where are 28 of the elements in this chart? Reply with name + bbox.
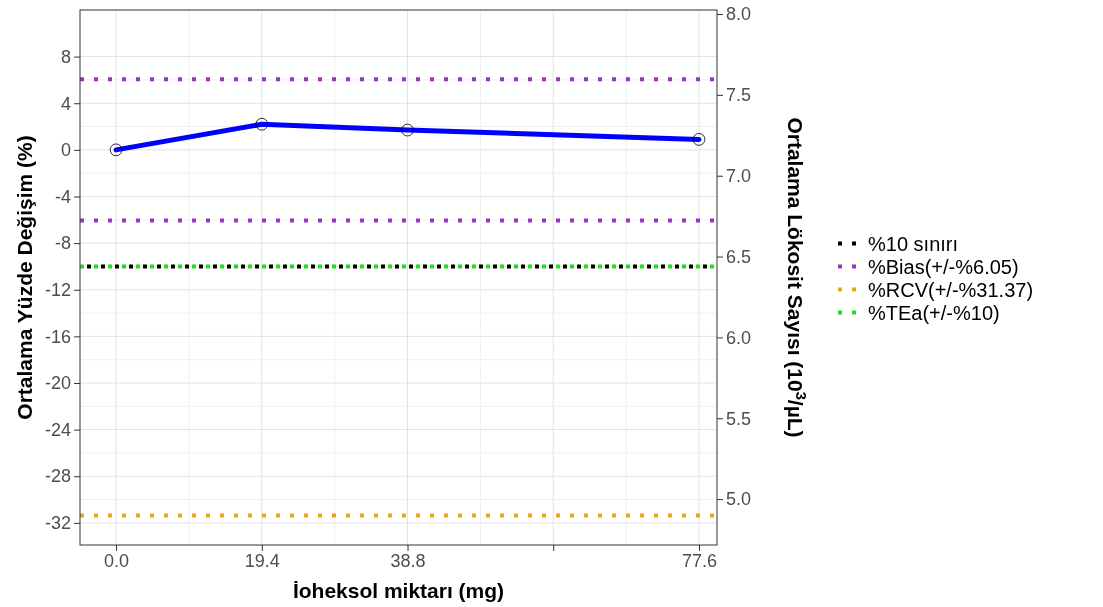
y2-tick-label: 5.5 xyxy=(726,408,752,429)
x-axis-title: İoheksol miktarı (mg) xyxy=(292,579,505,602)
y-tick-label: -4 xyxy=(54,186,71,207)
y-tick-label: -16 xyxy=(44,326,71,347)
y-tick-label: -28 xyxy=(44,466,71,487)
y-tick-label: 0 xyxy=(60,140,71,161)
y2-tick-label: 7.5 xyxy=(726,85,752,106)
x-tick-label: 77.6 xyxy=(681,550,717,571)
y-tick-label: -12 xyxy=(44,280,71,300)
y2-tick-label: 8.0 xyxy=(726,4,752,25)
x-tick-label: 0.0 xyxy=(104,550,130,571)
y2-tick-label: 5.0 xyxy=(726,489,752,510)
y2-tick-label: 7.0 xyxy=(726,165,752,186)
y-tick-label: 8 xyxy=(60,46,71,67)
legend-label: %Bias(+/-%6.05) xyxy=(868,255,1019,278)
legend-label: %RCV(+/-%31.37) xyxy=(868,278,1034,301)
y2-tick-label: 6.0 xyxy=(726,327,752,348)
x-tick-label: 19.4 xyxy=(244,550,280,571)
x-tick-label: 38.8 xyxy=(390,550,426,571)
y2-tick-label: 6.5 xyxy=(726,246,752,267)
y-tick-label: -20 xyxy=(44,373,71,394)
y-tick-label: -24 xyxy=(44,419,71,440)
y-tick-label: -32 xyxy=(44,513,71,534)
y-tick-label: 4 xyxy=(60,93,71,114)
y-tick-label: -8 xyxy=(54,233,71,254)
legend-label: %10 sınırı xyxy=(868,232,959,255)
y-axis-title: Ortalama Yüzde Değişim (%) xyxy=(13,135,36,420)
legend-label: %TEa(+/-%10) xyxy=(868,301,1000,324)
